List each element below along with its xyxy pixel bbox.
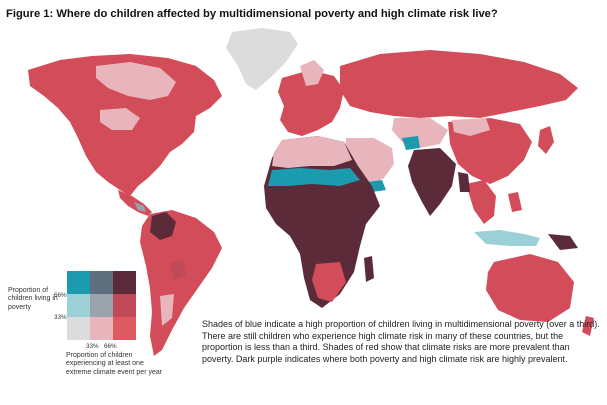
- legend-cell-r2c0: [67, 317, 90, 340]
- region-scandinavia: [300, 60, 324, 86]
- legend-x-tick-33: 33%: [86, 343, 99, 350]
- legend-x-label: Proportion of children experiencing at l…: [66, 352, 163, 376]
- legend-cell-r1c2: [113, 294, 136, 317]
- region-southern-africa: [312, 262, 346, 302]
- legend-y-tick-33: 33%: [54, 314, 67, 321]
- region-sahel: [268, 168, 360, 186]
- legend-y-label: Proportion of children living in poverty: [8, 287, 58, 311]
- region-myanmar: [458, 172, 470, 192]
- region-indonesia: [474, 230, 540, 246]
- region-canada-arctic: [96, 62, 176, 100]
- legend-cell-r0c2: [113, 271, 136, 294]
- region-south-america: [140, 210, 222, 356]
- region-southern-cone: [160, 294, 174, 326]
- legend-x-tick-66: 66%: [104, 343, 117, 350]
- map-caption: Shades of blue indicate a high proportio…: [202, 319, 600, 364]
- region-japan: [538, 126, 554, 154]
- legend-cell-r0c0: [67, 271, 90, 294]
- region-central-asia: [392, 118, 448, 148]
- legend-cell-r0c1: [90, 271, 113, 294]
- region-southeast-asia: [466, 180, 496, 224]
- legend-cell-r1c1: [90, 294, 113, 317]
- world-map: [0, 26, 607, 405]
- legend-cell-r1c0: [67, 294, 90, 317]
- region-south-asia: [408, 148, 456, 216]
- legend-cell-r2c1: [90, 317, 113, 340]
- region-papua-new-guinea: [548, 234, 578, 250]
- region-greenland: [226, 28, 298, 90]
- region-mongolia: [452, 118, 490, 136]
- region-philippines: [508, 192, 522, 212]
- region-north-asia: [340, 50, 578, 118]
- region-canada-central: [100, 108, 140, 130]
- legend-cell-r2c2: [113, 317, 136, 340]
- region-afghanistan: [402, 136, 420, 150]
- region-south-america-north: [150, 212, 176, 240]
- region-new-zealand: [582, 316, 594, 336]
- region-north-africa: [272, 136, 352, 168]
- bivariate-legend: [67, 271, 136, 340]
- figure-title: Figure 1: Where do children affected by …: [6, 8, 498, 20]
- region-europe: [278, 70, 344, 136]
- region-bolivia: [170, 260, 186, 280]
- region-australia: [486, 254, 574, 322]
- region-madagascar: [364, 256, 374, 282]
- legend-y-tick-66: 66%: [54, 292, 67, 299]
- region-central-america-poverty: [134, 202, 146, 212]
